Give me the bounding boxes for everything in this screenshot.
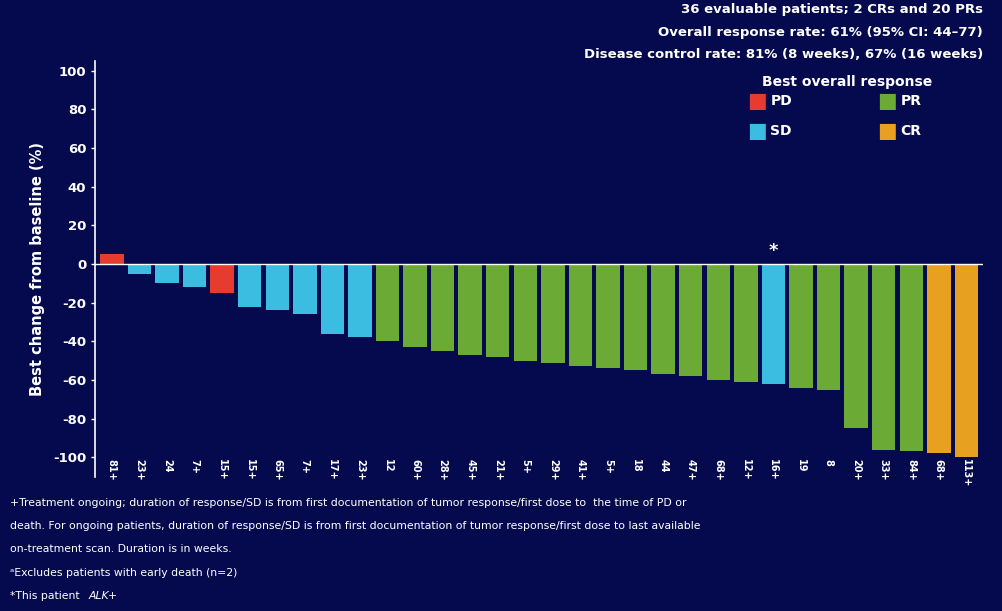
Bar xyxy=(266,264,289,310)
Text: 113+: 113+ xyxy=(961,459,970,488)
Text: 41+: 41+ xyxy=(575,459,585,481)
Text: 7+: 7+ xyxy=(189,459,199,474)
Text: 18: 18 xyxy=(630,459,640,473)
Bar xyxy=(899,264,922,452)
Bar xyxy=(348,264,372,337)
Bar xyxy=(182,264,206,287)
Text: 16+: 16+ xyxy=(768,459,778,481)
Text: 15+: 15+ xyxy=(216,459,226,481)
Bar xyxy=(100,254,123,264)
Text: 44: 44 xyxy=(657,459,667,473)
Text: 5+: 5+ xyxy=(520,459,530,474)
Text: 17+: 17+ xyxy=(327,459,337,481)
Bar xyxy=(293,264,317,314)
Text: ■: ■ xyxy=(877,91,897,111)
Bar xyxy=(513,264,536,360)
Bar xyxy=(871,264,895,450)
Text: ■: ■ xyxy=(746,122,767,141)
Text: 19: 19 xyxy=(796,459,806,473)
Text: ■: ■ xyxy=(746,91,767,111)
Text: 12+: 12+ xyxy=(740,459,750,481)
Text: SD: SD xyxy=(770,125,791,138)
Bar xyxy=(431,264,454,351)
Text: 60+: 60+ xyxy=(410,459,420,481)
Bar xyxy=(926,264,950,453)
Bar xyxy=(541,264,564,362)
Text: 28+: 28+ xyxy=(437,459,447,481)
Text: Best overall response: Best overall response xyxy=(762,75,932,89)
Bar xyxy=(954,264,977,457)
Bar xyxy=(458,264,481,355)
Bar xyxy=(816,264,840,390)
Text: 65+: 65+ xyxy=(272,459,282,481)
Bar xyxy=(844,264,867,428)
Text: PD: PD xyxy=(770,94,792,108)
Text: 23+: 23+ xyxy=(355,459,365,481)
Bar xyxy=(376,264,399,342)
Bar xyxy=(650,264,674,374)
Y-axis label: Best change from baseline (%): Best change from baseline (%) xyxy=(30,142,45,396)
Text: 68+: 68+ xyxy=(712,459,722,481)
Text: 12: 12 xyxy=(382,459,392,473)
Text: CR: CR xyxy=(900,125,921,138)
Bar xyxy=(403,264,427,347)
Text: 15+: 15+ xyxy=(244,459,255,481)
Text: 29+: 29+ xyxy=(547,459,557,481)
Text: 68+: 68+ xyxy=(933,459,943,481)
Text: 81+: 81+ xyxy=(107,459,116,481)
Bar xyxy=(155,264,178,284)
Bar xyxy=(623,264,646,370)
Text: death. For ongoing patients, duration of response/SD is from first documentation: death. For ongoing patients, duration of… xyxy=(10,521,699,531)
Bar xyxy=(733,264,757,382)
Bar xyxy=(678,264,701,376)
Bar xyxy=(237,264,262,307)
Text: on-treatment scan. Duration is in weeks.: on-treatment scan. Duration is in weeks. xyxy=(10,544,231,554)
Text: 8: 8 xyxy=(823,459,833,466)
Bar xyxy=(705,264,729,380)
Bar xyxy=(761,264,785,384)
Text: 47+: 47+ xyxy=(685,459,695,481)
Text: 33+: 33+ xyxy=(878,459,888,481)
Bar xyxy=(127,264,151,274)
Text: +Treatment ongoing; duration of response/SD is from first documentation of tumor: +Treatment ongoing; duration of response… xyxy=(10,498,685,508)
Text: 5+: 5+ xyxy=(602,459,612,474)
Bar xyxy=(486,264,509,357)
Text: Overall response rate: 61% (95% CI: 44–77): Overall response rate: 61% (95% CI: 44–7… xyxy=(657,26,982,38)
Text: ᵃExcludes patients with early death (n=2): ᵃExcludes patients with early death (n=2… xyxy=(10,568,237,577)
Bar xyxy=(596,264,619,368)
Text: 36 evaluable patients; 2 CRs and 20 PRs: 36 evaluable patients; 2 CRs and 20 PRs xyxy=(680,3,982,16)
Text: 24: 24 xyxy=(161,459,171,473)
Text: 84+: 84+ xyxy=(906,459,916,481)
Text: 45+: 45+ xyxy=(465,459,475,481)
Text: ■: ■ xyxy=(877,122,897,141)
Text: +: + xyxy=(108,591,117,601)
Text: 20+: 20+ xyxy=(851,459,861,481)
Text: 23+: 23+ xyxy=(134,459,144,481)
Bar xyxy=(568,264,591,367)
Text: *: * xyxy=(768,242,778,260)
Bar xyxy=(321,264,344,334)
Bar xyxy=(210,264,233,293)
Text: 21+: 21+ xyxy=(492,459,502,481)
Text: *This patient: *This patient xyxy=(10,591,83,601)
Text: 7+: 7+ xyxy=(300,459,310,474)
Text: PR: PR xyxy=(900,94,921,108)
Text: ALK: ALK xyxy=(88,591,109,601)
Bar xyxy=(789,264,812,388)
Text: Disease control rate: 81% (8 weeks), 67% (16 weeks): Disease control rate: 81% (8 weeks), 67%… xyxy=(583,48,982,61)
